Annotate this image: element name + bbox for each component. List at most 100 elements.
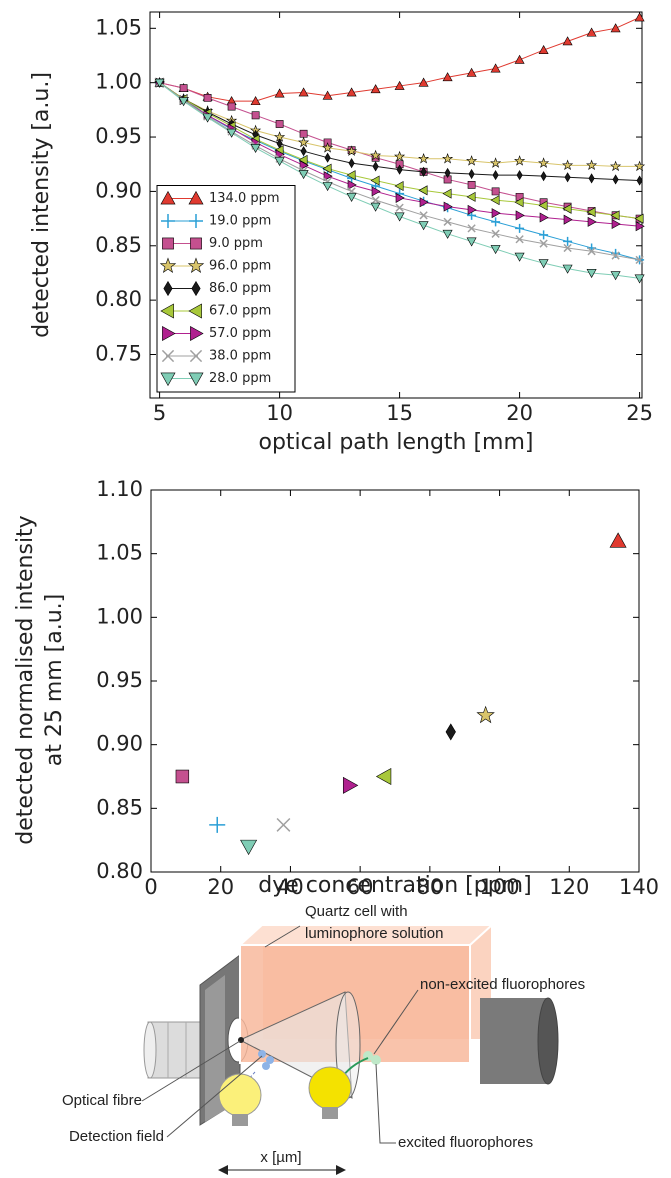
y-tick-label: 0.95	[95, 124, 142, 148]
y-tick-label: 0.90	[96, 732, 143, 756]
marker	[323, 171, 333, 182]
marker	[445, 723, 456, 741]
y-tick-label: 1.00	[96, 604, 143, 628]
y-axis-label: detected normalised intensity	[13, 515, 38, 844]
marker	[418, 221, 429, 231]
marker	[348, 158, 355, 169]
marker	[444, 167, 451, 179]
y-tick-label: 0.90	[95, 178, 142, 202]
marker	[175, 769, 190, 784]
marker	[538, 259, 549, 269]
marker	[562, 264, 573, 274]
marker	[420, 166, 427, 177]
x-tick-label: 20	[207, 875, 234, 899]
marker	[514, 252, 525, 262]
y-tick-label: 0.85	[95, 233, 142, 257]
marker	[610, 23, 621, 33]
legend-label: 57.0 ppm	[209, 326, 271, 341]
marker	[562, 159, 574, 171]
marker	[322, 163, 332, 174]
marker	[370, 175, 380, 186]
detector	[480, 998, 548, 1084]
marker	[299, 160, 309, 171]
fluorophore	[371, 1055, 381, 1065]
pointer	[141, 1040, 241, 1102]
legend-label: 38.0 ppm	[209, 349, 271, 364]
label: excited fluorophores	[398, 1134, 533, 1151]
marker	[395, 192, 405, 203]
marker	[490, 63, 501, 73]
legend-marker	[161, 214, 175, 228]
marker	[394, 180, 404, 191]
marker	[586, 27, 597, 37]
camera	[147, 1021, 207, 1079]
x-tick-label: 20	[506, 401, 533, 425]
marker	[298, 170, 309, 180]
marker	[322, 90, 333, 100]
y-tick-label: 0.95	[96, 668, 143, 692]
marker	[634, 274, 645, 284]
marker	[466, 191, 476, 202]
marker	[418, 185, 428, 196]
legend-marker	[188, 190, 204, 205]
marker	[538, 44, 549, 54]
marker	[370, 149, 382, 161]
pointer	[264, 925, 301, 948]
marker	[635, 255, 644, 265]
x-tick-label: 140	[619, 875, 659, 899]
legend-marker	[160, 303, 174, 319]
x-axis-label: dye concentration [ppm]	[258, 873, 531, 898]
marker	[394, 80, 405, 90]
marker	[515, 223, 525, 233]
y-tick-label: 1.00	[95, 70, 142, 94]
legend-label: 9.0 ppm	[209, 236, 263, 251]
marker	[514, 197, 524, 208]
marker	[442, 229, 453, 239]
bulb-base	[232, 1114, 248, 1126]
bulb	[218, 1073, 262, 1117]
marker	[587, 247, 596, 256]
marker	[610, 210, 620, 221]
pointer	[375, 1063, 396, 1144]
marker	[491, 208, 501, 219]
marker	[418, 152, 430, 164]
marker	[370, 202, 381, 212]
marker	[442, 152, 454, 164]
marker	[467, 224, 476, 233]
camera-end	[143, 1021, 157, 1079]
marker	[538, 200, 548, 211]
marker	[419, 211, 428, 220]
marker	[538, 157, 550, 168]
marker	[467, 204, 477, 215]
label: Detection field	[69, 1128, 164, 1145]
x-tick-label: 10	[266, 401, 293, 425]
marker	[540, 171, 547, 182]
marker	[342, 776, 359, 794]
y-tick-label: 0.75	[95, 342, 142, 366]
marker	[370, 84, 381, 94]
legend-marker	[188, 303, 202, 319]
marker	[466, 237, 477, 247]
y-tick-label: 0.85	[96, 795, 143, 819]
marker	[476, 705, 495, 724]
label: Optical fibre	[62, 1092, 142, 1109]
marker	[274, 157, 285, 167]
fluorophore	[266, 1056, 274, 1064]
marker	[491, 217, 501, 227]
marker	[250, 96, 261, 106]
marker	[179, 84, 188, 93]
marker	[467, 180, 476, 189]
marker	[514, 155, 526, 166]
legend-marker	[162, 237, 174, 250]
pointer	[166, 1055, 263, 1138]
marker	[322, 182, 333, 192]
legend-marker	[161, 349, 175, 363]
marker	[419, 197, 429, 208]
x-tick-label: 40	[277, 875, 304, 899]
marker	[300, 146, 307, 157]
y-tick-label: 0.80	[96, 859, 143, 883]
pointer	[373, 989, 419, 1055]
plot-frame	[150, 489, 640, 873]
marker	[375, 767, 392, 786]
